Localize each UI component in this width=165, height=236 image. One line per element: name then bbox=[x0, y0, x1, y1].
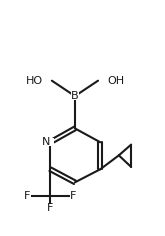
Text: HO: HO bbox=[25, 76, 43, 86]
Text: B: B bbox=[71, 91, 79, 101]
FancyBboxPatch shape bbox=[35, 77, 50, 84]
Text: N: N bbox=[42, 137, 50, 147]
Text: F: F bbox=[70, 191, 77, 201]
FancyBboxPatch shape bbox=[47, 139, 54, 146]
FancyBboxPatch shape bbox=[71, 92, 79, 100]
Text: F: F bbox=[47, 203, 53, 213]
Text: F: F bbox=[24, 191, 30, 201]
Text: OH: OH bbox=[107, 76, 124, 86]
FancyBboxPatch shape bbox=[47, 204, 54, 212]
FancyBboxPatch shape bbox=[100, 77, 115, 84]
FancyBboxPatch shape bbox=[70, 192, 77, 200]
FancyBboxPatch shape bbox=[24, 192, 31, 200]
